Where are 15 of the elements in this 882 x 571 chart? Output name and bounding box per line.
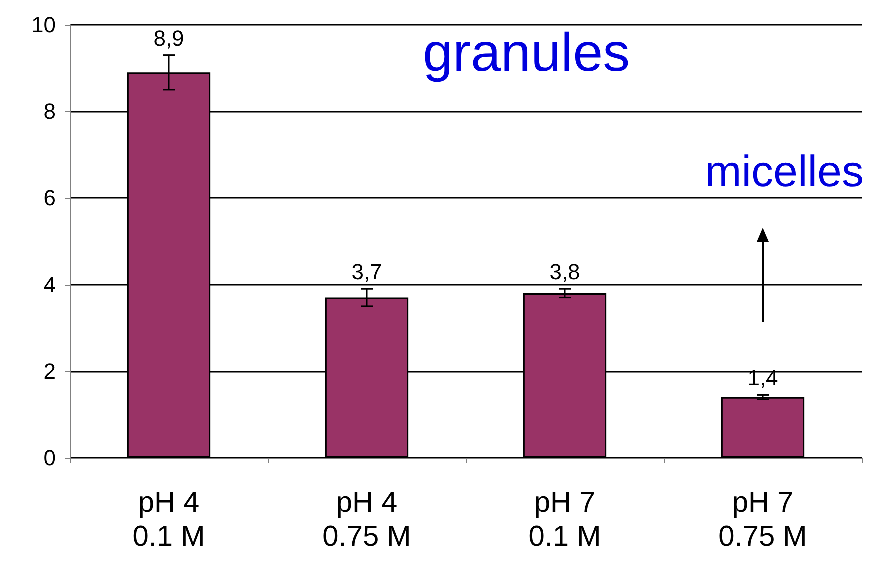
data-label: 8,9 (154, 26, 184, 51)
annotation: micelles (705, 148, 864, 196)
x-tick-label: pH 4 0.75 M (322, 487, 412, 553)
data-label: 3,8 (550, 260, 580, 285)
y-tick-label: 8 (44, 99, 56, 124)
x-tick-label: pH 7 0.75 M (718, 487, 808, 553)
x-tick-label: pH 7 0.1 M (528, 487, 602, 553)
y-tick-label: 10 (32, 12, 56, 38)
y-tick-label: 0 (44, 446, 56, 470)
annotation: granules (423, 23, 630, 83)
data-label: 3,7 (352, 260, 382, 285)
y-tick-label: 6 (44, 186, 56, 211)
x-tick-label: pH 4 0.1 M (132, 487, 206, 553)
y-tick-label: 2 (44, 358, 56, 384)
y-tick-label: 4 (44, 272, 56, 298)
